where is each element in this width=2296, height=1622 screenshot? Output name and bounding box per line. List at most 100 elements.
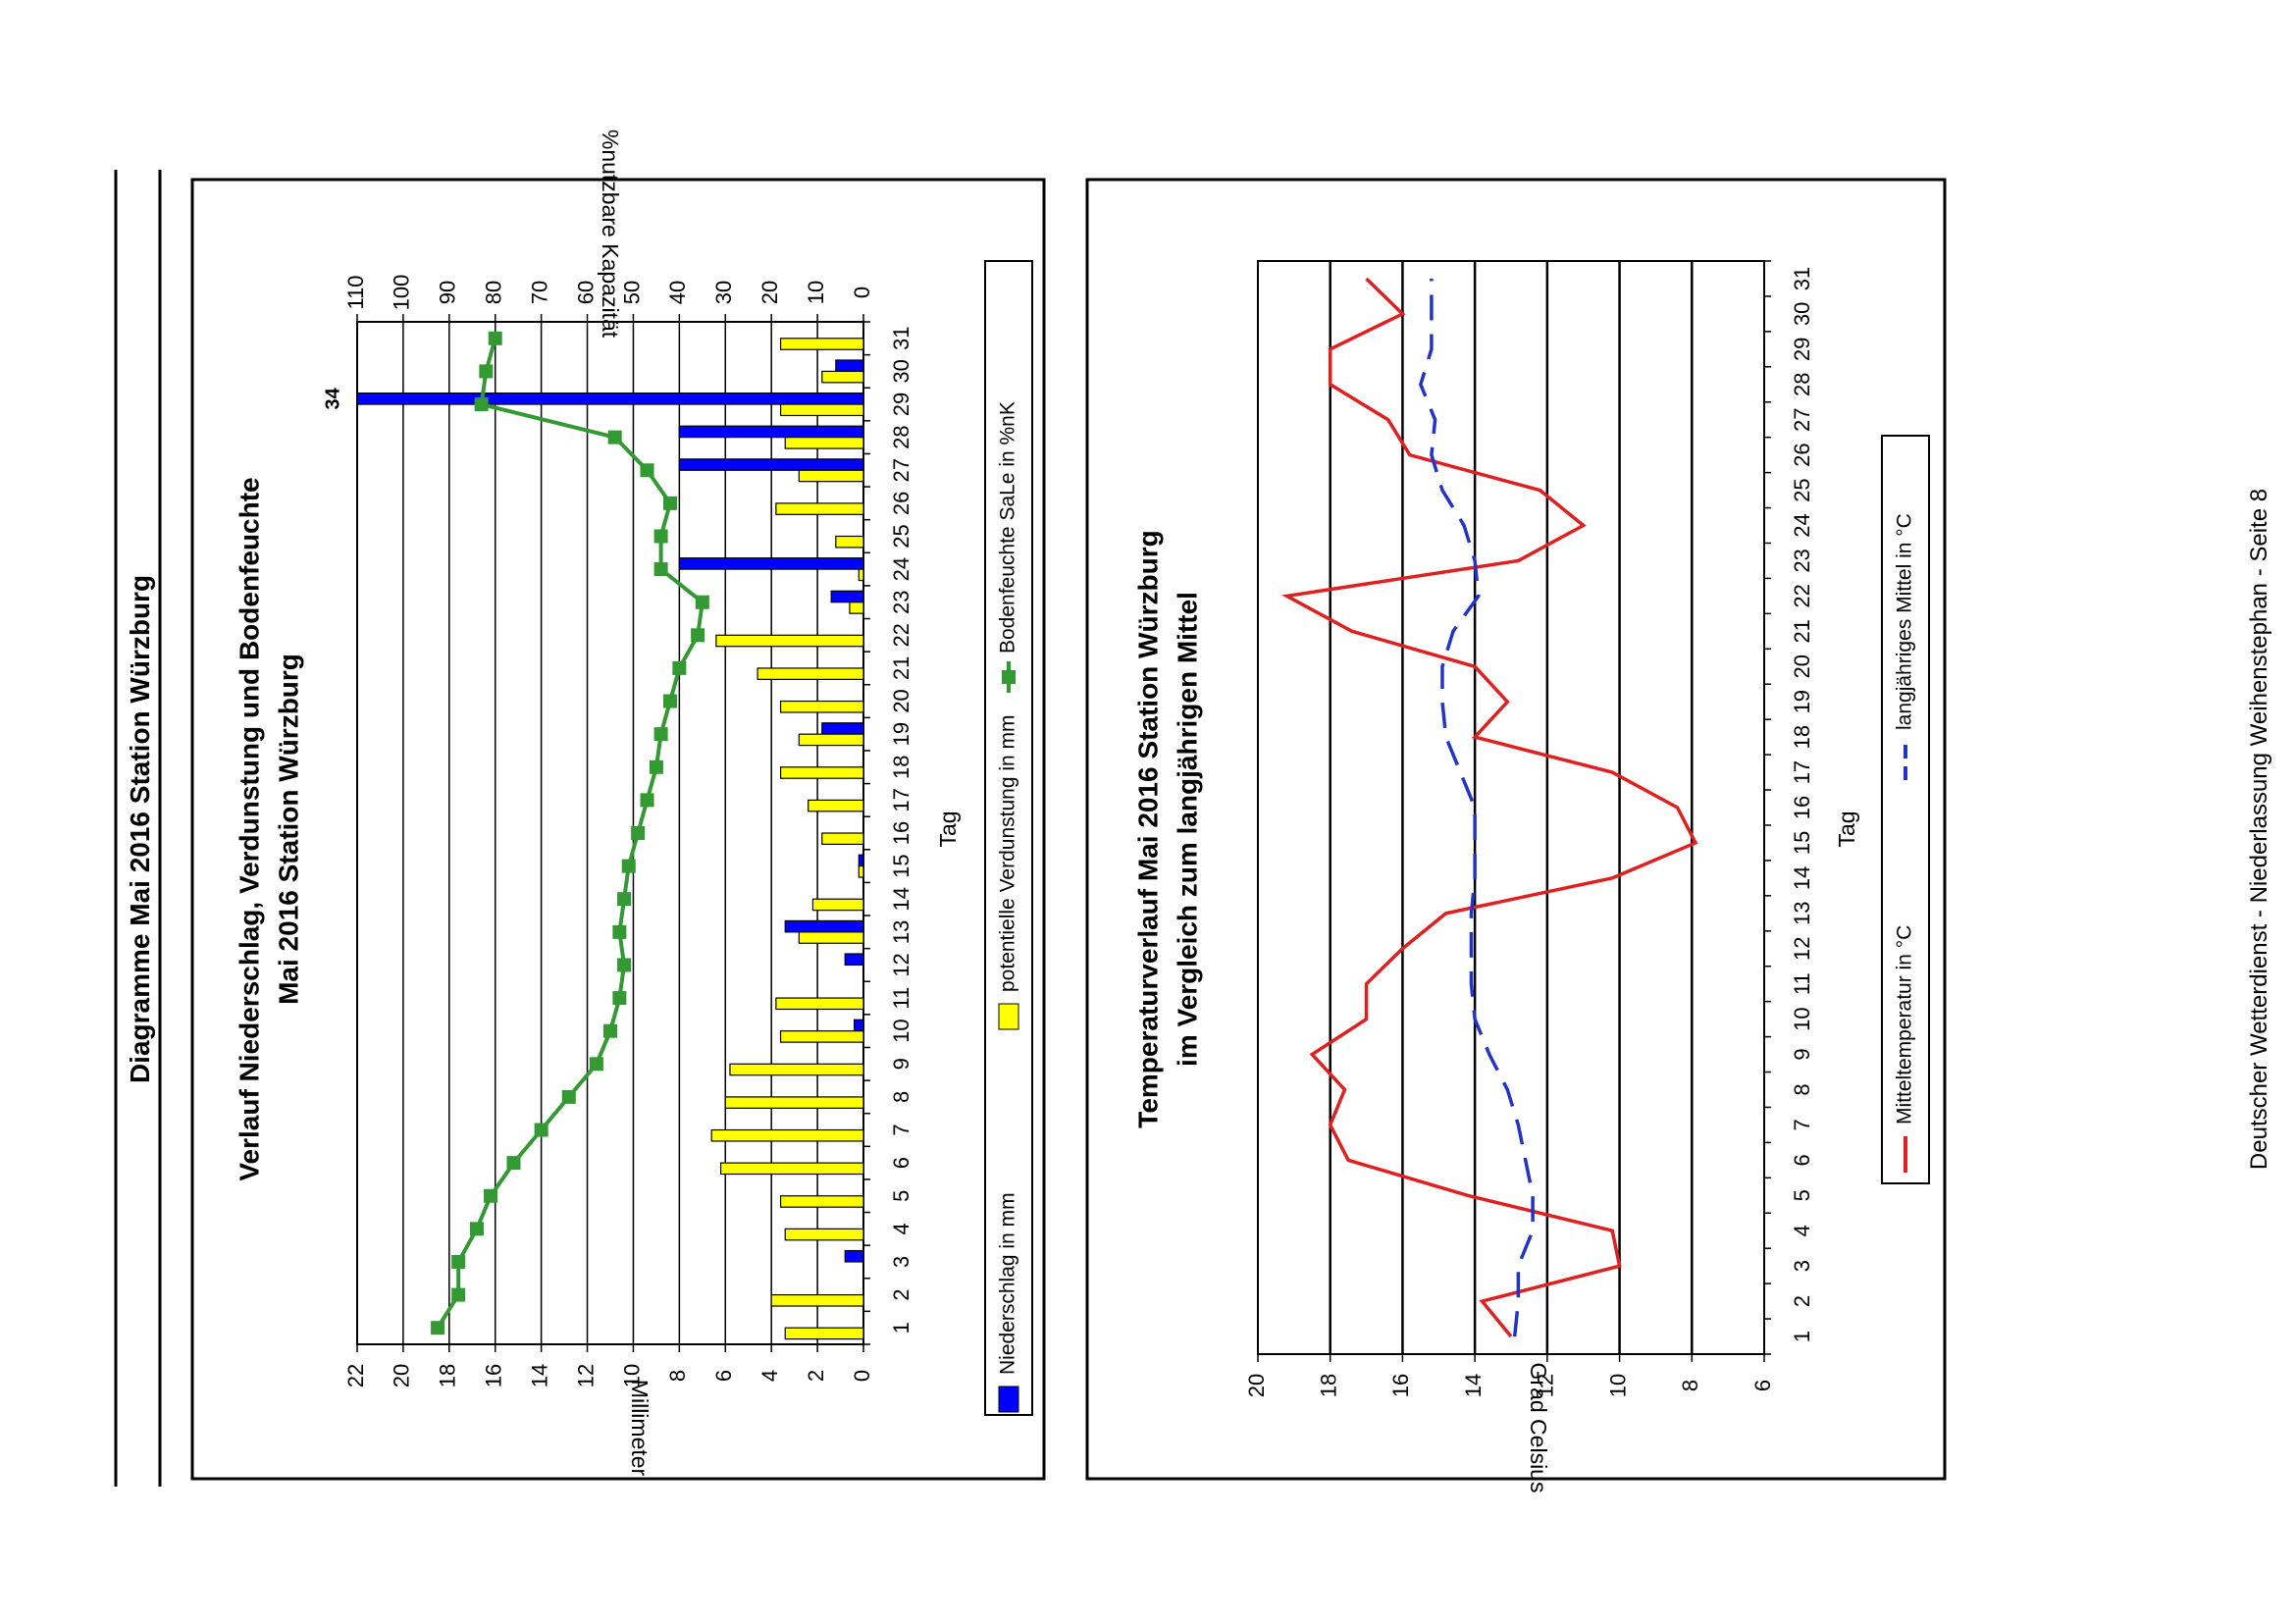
c1-point-bodenfeuchte xyxy=(640,463,654,478)
c1-bar-verdunstung xyxy=(779,338,864,350)
c1-x-tick-label: 10 xyxy=(889,1019,913,1042)
c2-x-tick-label: 31 xyxy=(1790,267,1814,290)
c1-x-tick-label: 2 xyxy=(889,1288,913,1300)
c1-x-axis-label: Tag xyxy=(935,811,961,847)
c1-y-tick-label: 22 xyxy=(343,1364,368,1387)
c1-overflow-label: 34 xyxy=(322,387,343,409)
c2-x-tick-label: 10 xyxy=(1790,1007,1814,1030)
c2-y-tick-label: 20 xyxy=(1244,1374,1269,1397)
c1-legend-swatch-verdunstung xyxy=(998,1003,1019,1030)
c1-point-bodenfeuchte xyxy=(653,529,668,544)
c1-point-bodenfeuchte xyxy=(603,1023,617,1038)
c1-point-bodenfeuchte xyxy=(672,660,687,675)
c1-point-bodenfeuchte xyxy=(474,397,489,412)
c1-point-bodenfeuchte xyxy=(431,1321,445,1335)
c1-y2-tick-label: 0 xyxy=(850,287,874,298)
c1-legend-label-bodenfeuchte: Bodenfeuchte SaLe in %nK xyxy=(997,401,1019,654)
c1-bar-verdunstung xyxy=(784,437,864,449)
c1-bar-verdunstung xyxy=(779,1195,864,1208)
c1-point-bodenfeuchte xyxy=(621,859,636,873)
c1-x-tick-label: 19 xyxy=(889,722,913,746)
c1-point-bodenfeuchte xyxy=(561,1089,576,1104)
c2-x-tick-label: 2 xyxy=(1790,1295,1814,1307)
c2-y-tick-label: 10 xyxy=(1605,1374,1630,1397)
c2-x-tick-label: 9 xyxy=(1790,1048,1814,1060)
c2-subtitle: im Vergleich zum langjährigen Mittel xyxy=(1172,592,1202,1067)
c1-bar-verdunstung xyxy=(835,535,864,549)
c2-x-tick-label: 25 xyxy=(1790,478,1814,501)
c1-plot-area xyxy=(356,321,864,1345)
c1-point-bodenfeuchte xyxy=(534,1123,548,1137)
c2-y-tick-label: 8 xyxy=(1678,1380,1702,1391)
c1-bar-verdunstung xyxy=(715,634,864,648)
c1-legend-label-verdunstung: potentielle Verdunstung in mm xyxy=(997,714,1019,992)
c2-x-tick-label: 13 xyxy=(1790,902,1814,925)
c2-x-tick-label: 18 xyxy=(1790,725,1814,749)
c1-y-tick-label: 12 xyxy=(573,1364,598,1387)
c1-x-tick-label: 1 xyxy=(889,1322,913,1334)
c2-plot-area xyxy=(1257,260,1765,1355)
c2-line-langjaehriges-mittel xyxy=(1419,278,1535,1337)
c2-x-tick-label: 27 xyxy=(1790,407,1814,431)
c1-x-tick-label: 27 xyxy=(889,458,913,482)
c1-bar-verdunstung xyxy=(821,370,864,384)
c1-y-tick-label: 18 xyxy=(436,1364,460,1387)
c1-y2-tick-label: 80 xyxy=(482,281,506,304)
c1-y2-tick-label: 20 xyxy=(757,281,782,304)
c1-bar-niederschlag xyxy=(678,425,864,439)
c1-legend-box xyxy=(984,260,1033,1416)
c1-x-tick-label: 31 xyxy=(889,327,913,350)
c1-x-tick-label: 30 xyxy=(889,359,913,383)
c1-bar-verdunstung xyxy=(849,602,864,614)
c1-bar-verdunstung xyxy=(821,832,864,846)
c1-bar-niederschlag xyxy=(356,392,864,405)
c1-bar-verdunstung xyxy=(858,568,864,582)
c2-line-mitteltemperatur xyxy=(1281,277,1698,1338)
c1-bar-niederschlag xyxy=(821,722,864,735)
c1-point-bodenfeuchte xyxy=(653,562,668,577)
chart-panel-2-frame xyxy=(1085,178,1947,1481)
c2-legend-box xyxy=(1881,435,1930,1184)
c2-x-tick-label: 28 xyxy=(1790,373,1814,396)
c2-title: Temperaturverlauf Mai 2016 Station Würzb… xyxy=(1132,530,1163,1127)
c1-bar-verdunstung xyxy=(757,667,864,680)
c2-x-tick-label: 30 xyxy=(1790,302,1814,326)
c1-legend-marker-bodenfeuchte xyxy=(1002,670,1016,684)
c1-bar-verdunstung xyxy=(779,766,864,779)
c1-subtitle: Mai 2016 Station Würzburg xyxy=(273,654,303,1005)
c1-y2-tick-label: 100 xyxy=(390,275,414,311)
c1-point-bodenfeuchte xyxy=(662,496,677,510)
c2-legend-label-mitteltemperatur: Mitteltemperatur in °C xyxy=(1894,925,1916,1125)
c1-x-tick-label: 20 xyxy=(889,689,913,712)
c2-x-tick-label: 24 xyxy=(1790,513,1814,537)
c1-x-tick-label: 8 xyxy=(889,1091,913,1103)
c2-x-tick-label: 20 xyxy=(1790,654,1814,678)
c1-x-tick-label: 5 xyxy=(889,1190,913,1202)
c1-bar-verdunstung xyxy=(775,502,864,515)
c1-x-tick-label: 6 xyxy=(889,1157,913,1169)
c1-bar-verdunstung xyxy=(779,403,864,417)
c2-x-tick-label: 5 xyxy=(1790,1189,1814,1201)
c1-legend-swatch-niederschlag xyxy=(998,1386,1019,1413)
c1-point-bodenfeuchte xyxy=(488,331,502,345)
c2-x-tick-label: 19 xyxy=(1790,690,1814,713)
c1-y-tick-label: 20 xyxy=(390,1364,414,1387)
c1-point-bodenfeuchte xyxy=(589,1057,603,1072)
c1-x-tick-label: 21 xyxy=(889,656,913,680)
c1-y2-axis-label: %nutzbare Kapazität xyxy=(598,130,623,339)
c1-x-tick-label: 15 xyxy=(889,854,913,877)
c2-x-tick-label: 16 xyxy=(1790,796,1814,819)
c1-bar-verdunstung xyxy=(724,1096,864,1109)
c1-point-bodenfeuchte xyxy=(649,759,663,774)
c1-bar-verdunstung xyxy=(770,1293,864,1307)
c1-y2-tick-label: 50 xyxy=(619,281,644,304)
c2-x-tick-label: 12 xyxy=(1790,936,1814,960)
c1-bar-verdunstung xyxy=(808,799,864,812)
c1-y2-tick-label: 30 xyxy=(711,281,736,304)
c1-point-bodenfeuchte xyxy=(640,793,654,808)
c1-point-bodenfeuchte xyxy=(617,958,632,972)
c1-bar-verdunstung xyxy=(811,898,864,912)
c2-legend-label-langjaehriges-mittel: langjähriges Mittel in °C xyxy=(1894,513,1916,730)
page-title: Diagramme Mai 2016 Station Würzburg xyxy=(125,575,155,1083)
